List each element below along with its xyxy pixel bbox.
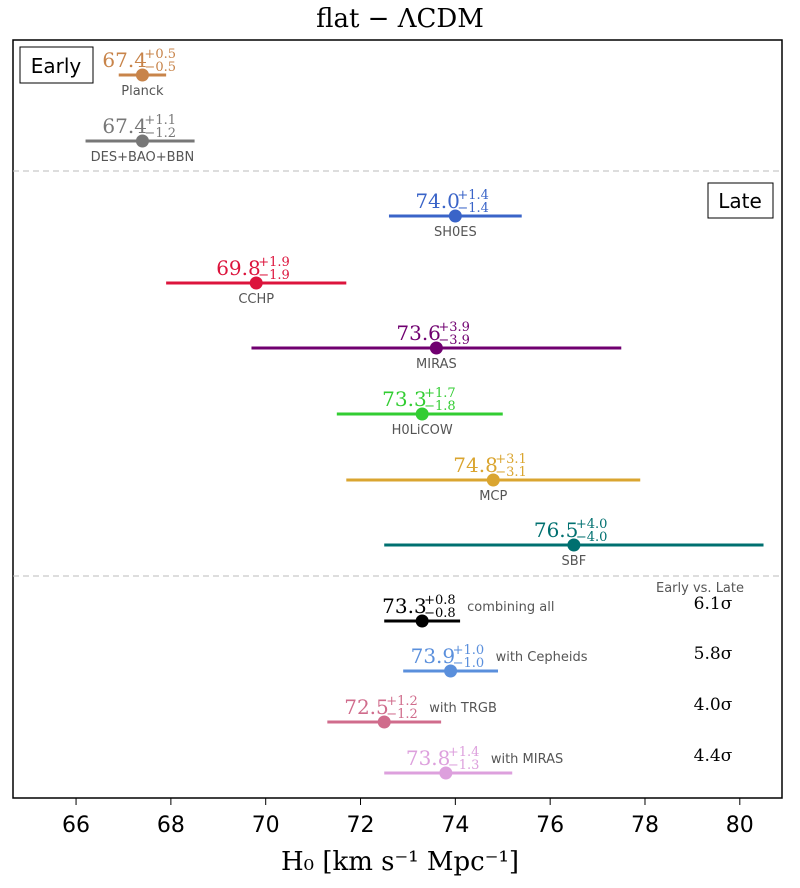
series-name: H0LiCOW: [392, 423, 453, 438]
value-label: 67.4: [102, 114, 147, 138]
series-cchp: 69.8+1.9−1.9 CCHP: [166, 255, 347, 307]
late-label: Late: [718, 189, 762, 213]
plus-error-label: +3.9: [438, 320, 470, 335]
x-tick-label: 68: [157, 813, 185, 838]
early-label-box: [19, 46, 94, 84]
late-label-box: [707, 182, 774, 219]
tension-value: 5.8σ: [694, 644, 733, 664]
plus-error-label: +4.0: [576, 517, 608, 532]
minus-error-label: −3.9: [438, 333, 470, 348]
value-label: 72.5: [344, 695, 389, 719]
minus-error-label: −3.1: [495, 465, 527, 480]
tension-value: 4.4σ: [694, 746, 733, 766]
series-h0licow: 73.3+1.7−1.8 H0LiCOW: [336, 386, 503, 438]
series-combining-all: 73.3+0.8−0.8 combining all 6.1σ: [382, 593, 733, 628]
series-mcp: 74.8+3.1−3.1 MCP: [346, 452, 641, 504]
data-point: [486, 473, 500, 487]
data-point: [377, 715, 391, 729]
value-label: 69.8: [216, 256, 261, 280]
minus-error-label: −1.2: [144, 126, 176, 141]
x-tick-label: 76: [536, 813, 564, 838]
series-sh0es: 74.0+1.4−1.4 SH0ES: [388, 188, 522, 240]
plus-error-label: +1.7: [424, 386, 456, 401]
plus-error-label: +1.2: [386, 694, 418, 709]
series-miras: 73.6+3.9−3.9 MIRAS: [251, 320, 622, 372]
early-vs-late-header: Early vs. Late: [656, 581, 744, 596]
data-point: [439, 766, 453, 780]
minus-error-label: −1.4: [457, 201, 489, 216]
minus-error-label: −1.9: [258, 268, 290, 283]
series-with-trgb: 72.5+1.2−1.2 with TRGB 4.0σ: [327, 694, 733, 729]
value-label: 73.3: [382, 594, 427, 618]
x-tick-label: 70: [252, 813, 280, 838]
series-name: Planck: [121, 84, 164, 99]
data-point: [448, 209, 462, 223]
plus-error-label: +0.5: [144, 47, 176, 62]
series-name: combining all: [467, 600, 554, 615]
series-with-cepheids: 73.9+1.0−1.0 with Cepheids 5.8σ: [403, 643, 733, 678]
series-name: MCP: [479, 489, 507, 504]
value-label: 73.9: [411, 644, 456, 668]
plus-error-label: +0.8: [424, 593, 456, 608]
data-point: [444, 664, 458, 678]
series-name: DES+BAO+BBN: [91, 150, 195, 165]
data-point: [429, 341, 443, 355]
series-name: CCHP: [238, 292, 274, 307]
series-name: SH0ES: [434, 225, 477, 240]
plus-error-label: +3.1: [495, 452, 527, 467]
data-point: [415, 407, 429, 421]
series-name: with TRGB: [429, 701, 497, 716]
value-label: 67.4: [102, 48, 147, 72]
minus-error-label: −1.8: [424, 399, 456, 414]
minus-error-label: −1.3: [448, 758, 480, 773]
plus-error-label: +1.0: [453, 643, 485, 658]
minus-error-label: −0.8: [424, 606, 456, 621]
data-point: [567, 538, 581, 552]
x-tick-label: 80: [726, 813, 754, 838]
series-name: SBF: [562, 554, 587, 569]
value-label: 73.8: [406, 746, 451, 770]
plus-error-label: +1.9: [258, 255, 290, 270]
plus-error-label: +1.1: [144, 113, 176, 128]
data-point: [135, 134, 149, 148]
series-planck: 67.4+0.5−0.5 Planck: [102, 47, 176, 99]
tension-value: 6.1σ: [694, 594, 733, 614]
x-tick-label: 74: [441, 813, 469, 838]
series-with-miras: 73.8+1.4−1.3 with MIRAS 4.4σ: [384, 745, 733, 780]
early-label: Early: [31, 54, 82, 78]
chart-title: flat − ΛCDM: [316, 4, 484, 34]
data-point: [249, 276, 263, 290]
value-label: 73.6: [396, 321, 441, 345]
plus-error-label: +1.4: [448, 745, 480, 760]
data-point: [415, 614, 429, 628]
plot-frame: [12, 39, 783, 799]
minus-error-label: −0.5: [144, 60, 176, 75]
series-des-bao-bbn: 67.4+1.1−1.2 DES+BAO+BBN: [85, 113, 195, 165]
tension-value: 4.0σ: [694, 695, 733, 715]
value-label: 74.8: [453, 453, 498, 477]
value-label: 76.5: [534, 518, 579, 542]
value-label: 74.0: [415, 189, 460, 213]
minus-error-label: −1.2: [386, 707, 418, 722]
x-axis-label: H₀ [km s⁻¹ Mpc⁻¹]: [281, 847, 519, 877]
plus-error-label: +1.4: [457, 188, 489, 203]
series-name: with MIRAS: [491, 752, 563, 767]
series-name: MIRAS: [416, 357, 457, 372]
minus-error-label: −1.0: [453, 656, 485, 671]
data-point: [135, 68, 149, 82]
x-tick-label: 78: [631, 813, 659, 838]
x-tick-label: 66: [62, 813, 90, 838]
x-tick-label: 72: [347, 813, 375, 838]
series-sbf: 76.5+4.0−4.0 SBF: [384, 517, 764, 569]
series-name: with Cepheids: [496, 650, 588, 665]
value-label: 73.3: [382, 387, 427, 411]
minus-error-label: −4.0: [576, 530, 608, 545]
